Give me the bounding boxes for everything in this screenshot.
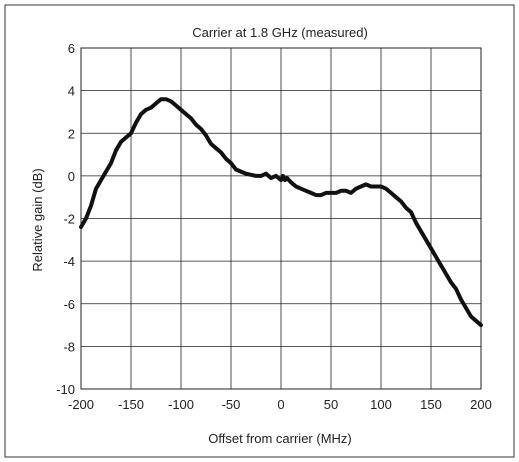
y-tick-label: 4	[68, 84, 75, 99]
series-layer	[79, 97, 483, 328]
x-tick-label: 50	[324, 397, 338, 412]
y-tick-label: -8	[63, 339, 75, 354]
x-tick-label: -100	[168, 397, 194, 412]
x-tick-label: 150	[420, 397, 442, 412]
x-tick-label: 100	[370, 397, 392, 412]
y-tick-label: 0	[68, 169, 75, 184]
y-tick-label: 6	[68, 41, 75, 56]
y-axis-title: Relative gain (dB)	[30, 168, 45, 271]
tick-labels: -200 -150 -100 -50 0 50 100 150 200 -10 -8 -6 -4 -2 0 2…	[56, 41, 492, 412]
y-tick-label: 2	[68, 126, 75, 141]
y-tick-label: -6	[63, 297, 75, 312]
chart-title: Carrier at 1.8 GHz (measured)	[192, 25, 368, 40]
x-tick-label: -50	[222, 397, 241, 412]
x-tick-label: -150	[118, 397, 144, 412]
x-axis-title: Offset from carrier (MHz)	[208, 431, 352, 446]
figure-border	[4, 4, 515, 458]
grid-lines	[80, 47, 482, 390]
y-tick-label: -4	[63, 254, 75, 269]
x-tick-label: -200	[68, 397, 94, 412]
x-tick-label: 0	[277, 397, 284, 412]
x-tick-label: 200	[470, 397, 492, 412]
plot-frame	[80, 47, 482, 390]
y-tick-label: -2	[63, 212, 75, 227]
y-tick-label: -10	[56, 382, 75, 397]
gain-series-line	[79, 97, 483, 328]
